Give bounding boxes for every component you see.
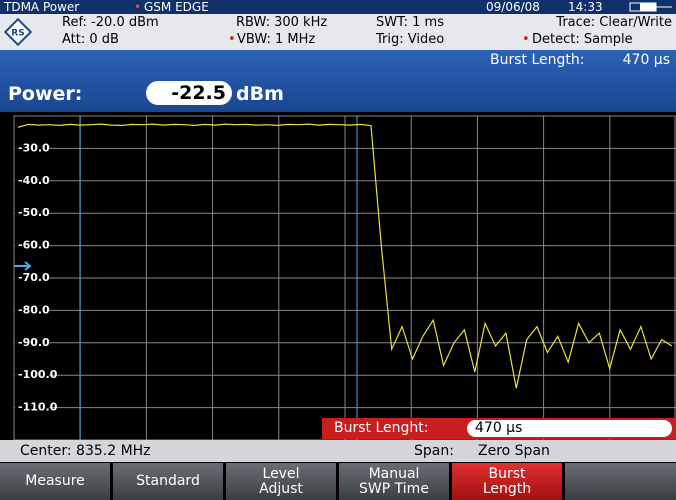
- tick-bg: [15, 368, 49, 383]
- burst-length-label: Burst Length:: [490, 52, 585, 68]
- power-label: Power:: [8, 83, 83, 105]
- trace: Trace: Clear/Write: [556, 15, 672, 30]
- softkey[interactable]: Measure: [0, 463, 110, 500]
- center: Center: 835.2 MHz: [20, 443, 151, 459]
- y-tick-label: -80.0: [18, 303, 50, 316]
- logo: RS: [4, 18, 32, 46]
- y-tick-label: -40.0: [18, 174, 50, 187]
- softkey-blank[interactable]: [565, 463, 676, 500]
- swt: SWT: 1 ms: [376, 15, 444, 30]
- tick-bg: [15, 303, 49, 318]
- tick-bg: [15, 271, 49, 285]
- settings-bar: RS Ref: -20.0 dBm Att: 0 dB RBW: 300 kHz…: [0, 14, 676, 50]
- tick-bg: [15, 206, 49, 221]
- y-tick-label: -50.0: [18, 206, 50, 219]
- softkey-label: Measure: [25, 473, 85, 489]
- dot: •: [228, 32, 236, 47]
- y-tick-label: -60.0: [18, 239, 50, 252]
- trig: Trig: Video: [376, 32, 445, 47]
- y-tick-label: -100.0: [18, 368, 58, 381]
- y-tick-label: -30.0: [18, 141, 50, 154]
- tick-bg: [15, 173, 49, 188]
- dot: •: [522, 32, 530, 47]
- y-tick-label: -90.0: [18, 336, 50, 349]
- input-value[interactable]: 470 µs: [467, 420, 672, 437]
- burst-length-value: 470 µs: [622, 52, 670, 68]
- span-label: Span:: [414, 443, 454, 459]
- standard: GSM EDGE: [144, 0, 209, 14]
- softkey[interactable]: Burst Length: [452, 463, 562, 500]
- mode: TDMA Power: [4, 0, 80, 14]
- footer: Center: 835.2 MHz Span: Zero Span: [0, 440, 676, 462]
- vbw: VBW: 1 MHz: [237, 32, 316, 47]
- tick-bg: [15, 141, 49, 156]
- softkey[interactable]: Manual SWP Time: [339, 463, 449, 500]
- date: 09/06/08: [486, 0, 540, 14]
- time: 14:33: [568, 0, 603, 14]
- battery: [629, 2, 672, 12]
- detect: Detect: Sample: [532, 32, 633, 47]
- status-bar: TDMA Power • GSM EDGE 09/06/08 14:33: [0, 0, 676, 14]
- input-label: Burst Lenght:: [334, 420, 429, 436]
- tick-bg: [15, 335, 49, 350]
- tick-bg: [15, 238, 49, 253]
- att: Att: 0 dB: [62, 32, 119, 47]
- input-field: Burst Lenght: 470 µs: [322, 418, 676, 439]
- softkey-label: Burst Length: [482, 465, 532, 497]
- softkey-label: Standard: [136, 473, 200, 489]
- y-tick-label: -110.0: [18, 401, 58, 414]
- trace: [17, 123, 673, 389]
- softkey[interactable]: Level Adjust: [226, 463, 336, 500]
- softkey-label: Level Adjust: [259, 465, 303, 497]
- svg-text:RS: RS: [11, 29, 24, 39]
- ref: Ref: -20.0 dBm: [62, 15, 159, 30]
- power-value: -22.5: [146, 81, 232, 105]
- softkey-label: Manual SWP Time: [359, 465, 429, 497]
- softkey[interactable]: Standard: [113, 463, 223, 500]
- trigger-arrow: [14, 261, 32, 271]
- tick-bg: [15, 400, 49, 415]
- measurement-bar: Power: -22.5 dBm Burst Length: 470 µs: [0, 50, 676, 112]
- rbw: RBW: 300 kHz: [236, 15, 328, 30]
- y-tick-label: -70.0: [18, 271, 50, 284]
- span-value: Zero Span: [478, 443, 550, 459]
- trace-plot: -30.0 -40.0 -50.0 -60.0 -70.0 -80.0 -90.0 -100.…: [13, 115, 676, 440]
- power-unit: dBm: [236, 83, 284, 105]
- dot: •: [134, 0, 142, 14]
